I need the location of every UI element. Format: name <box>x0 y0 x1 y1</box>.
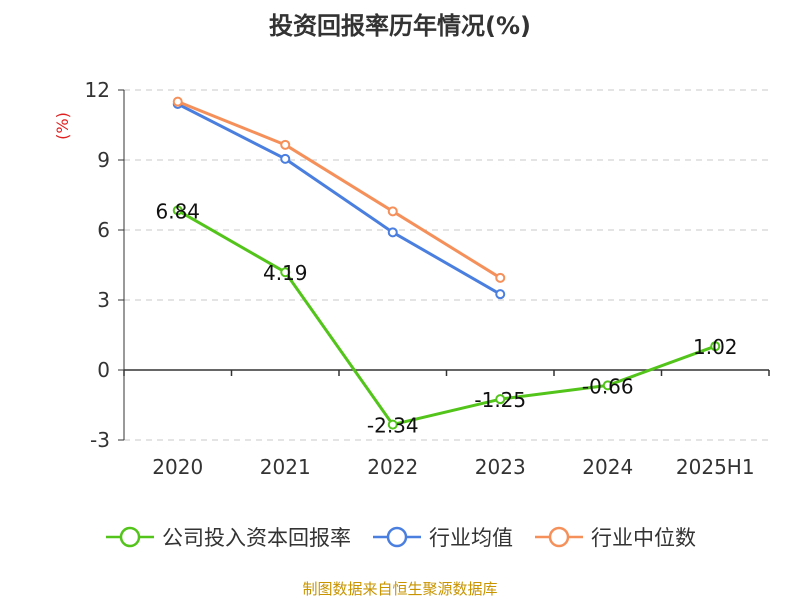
legend-line-marker-icon <box>535 526 583 548</box>
source-note: 制图数据来自恒生聚源数据库 <box>302 580 498 598</box>
data-label: 1.02 <box>693 335 738 359</box>
data-point <box>387 206 398 217</box>
y-tick-label: 0 <box>97 358 110 382</box>
data-point <box>387 227 398 238</box>
data-labels: 6.84 4.19 -2.34 -1.25 -0.66 1.02 <box>155 199 737 437</box>
legend-item[interactable]: 行业均值 <box>371 522 513 552</box>
x-tick-label: 2024 <box>582 455 633 479</box>
legend-line-marker-icon <box>106 526 154 548</box>
data-point <box>172 205 183 216</box>
data-point <box>710 341 721 352</box>
data-point <box>495 289 506 300</box>
x-tick-label: 2021 <box>260 455 311 479</box>
grid-lines <box>124 89 769 441</box>
data-point <box>280 153 291 164</box>
y-axis-label: (%) <box>53 112 72 140</box>
x-tick-label: 2020 <box>152 455 203 479</box>
x-tick-label: 2025H1 <box>676 455 755 479</box>
data-label: 4.19 <box>263 261 308 285</box>
legend-item[interactable]: 行业中位数 <box>533 522 696 552</box>
data-label: -1.25 <box>474 388 526 412</box>
data-label: -0.66 <box>582 374 634 398</box>
x-tick-label: 2022 <box>367 455 418 479</box>
series-line <box>177 102 501 296</box>
y-tick-label: 6 <box>97 218 110 242</box>
legend-label: 行业中位数 <box>591 526 696 550</box>
y-tick-label: 12 <box>85 78 110 102</box>
data-point <box>280 267 291 278</box>
legend-label: 行业均值 <box>429 526 513 550</box>
y-tick-label: 3 <box>97 288 110 312</box>
x-tick-label: 2023 <box>475 455 526 479</box>
series <box>172 96 721 430</box>
series-line <box>177 100 502 280</box>
legend-line-marker-icon <box>373 526 421 548</box>
data-point <box>172 96 183 107</box>
data-point <box>602 380 613 391</box>
legend-item[interactable]: 公司投入资本回报率 <box>104 522 351 552</box>
y-tick-label: 9 <box>97 148 110 172</box>
data-point <box>280 139 291 150</box>
data-point <box>495 394 506 405</box>
legend: 公司投入资本回报率 行业均值 行业中位数 <box>0 520 800 554</box>
axes: -3 0 3 6 9 12 2020 2021 2022 2023 2024 2025H1 <box>85 78 770 479</box>
chart-title: 投资回报率历年情况(%) <box>269 12 531 40</box>
series-line <box>177 209 716 427</box>
data-point <box>387 419 398 430</box>
data-label: 6.84 <box>155 199 200 223</box>
data-point <box>495 272 506 283</box>
data-label: -2.34 <box>367 414 419 438</box>
line-chart: -3 0 3 6 9 12 2020 2021 2022 2023 2024 2025H1 6.84 4… <box>53 78 770 479</box>
y-tick-label: -3 <box>90 428 110 452</box>
legend-label: 公司投入资本回报率 <box>162 526 351 550</box>
